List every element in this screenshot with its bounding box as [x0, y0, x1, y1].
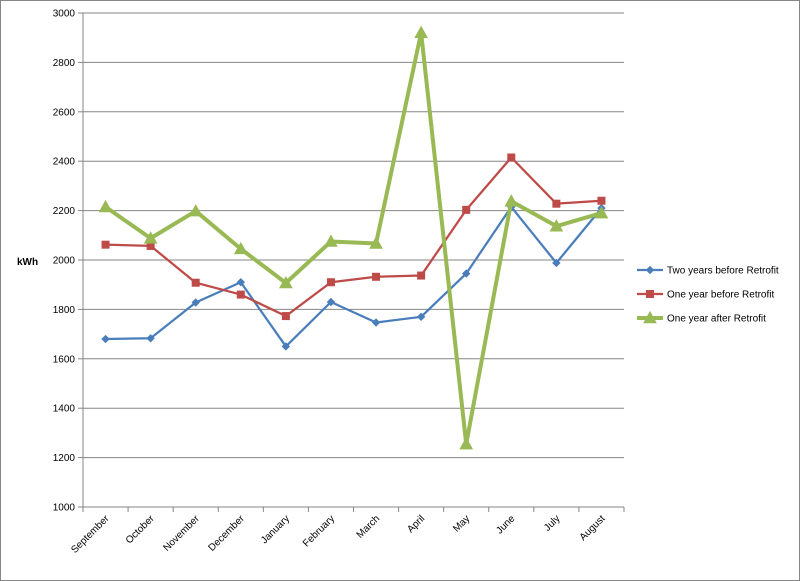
legend: Two years before Retrofit One year before…: [637, 266, 779, 325]
data-point: [372, 272, 381, 281]
y-tick-label: 2200: [53, 206, 76, 217]
series-1: [101, 202, 606, 351]
data-point: [371, 318, 381, 327]
data-point: [326, 297, 336, 307]
data-point: [98, 199, 113, 213]
data-point: [281, 342, 291, 351]
x-tick-label: April: [405, 513, 427, 535]
legend-swatch-marker: [645, 265, 655, 275]
legend-entry: Two years before Retrofit: [637, 266, 779, 277]
legend-label: Two years before Retrofit: [667, 266, 779, 277]
y-tick-label: 1400: [53, 404, 76, 415]
y-tick-label: 1600: [53, 354, 76, 365]
y-tick-labels: 1000 1200 1400 1600 1800 2000 2200 2400 2600 2800…: [53, 9, 76, 514]
data-point: [101, 240, 110, 249]
data-point: [146, 334, 155, 343]
data-point: [416, 312, 426, 322]
data-point: [504, 194, 519, 207]
data-point: [143, 231, 158, 244]
axes: [82, 13, 625, 512]
data-point: [417, 271, 426, 280]
x-tick-label: July: [542, 513, 562, 533]
data-point: [459, 436, 474, 450]
y-tick-label: 3000: [53, 9, 76, 20]
x-tick-label: September: [69, 513, 112, 556]
x-tick-label: June: [494, 513, 517, 536]
legend-label: One year before Retrofit: [667, 290, 774, 301]
legend-swatch-marker: [646, 290, 654, 298]
series-line: [104, 30, 603, 447]
data-point: [549, 219, 564, 232]
data-point: [462, 205, 471, 214]
data-point: [281, 312, 290, 321]
x-tick-label: January: [259, 513, 292, 546]
y-tick-label: 2400: [53, 157, 76, 168]
data-point: [462, 269, 471, 278]
series-3: [98, 25, 609, 450]
y-tick-label: 2600: [53, 107, 76, 118]
series-line: [105, 205, 603, 348]
data-point: [191, 298, 200, 307]
legend-label: One year after Retrofit: [667, 314, 766, 325]
data-point: [369, 236, 383, 249]
x-tick-label: February: [301, 513, 337, 549]
data-point: [552, 258, 561, 268]
data-point: [236, 278, 245, 287]
y-tick-label: 1200: [53, 453, 76, 464]
data-point: [597, 196, 606, 205]
data-point: [326, 278, 335, 287]
x-tick-label: November: [161, 513, 202, 554]
legend-swatch-marker: [643, 310, 657, 324]
y-tick-label: 1000: [53, 503, 76, 514]
legend-entry: One year after Retrofit: [637, 310, 766, 325]
data-point: [324, 234, 338, 247]
series-layer: [98, 25, 609, 450]
data-point: [233, 241, 248, 255]
x-tick-label: August: [578, 513, 608, 543]
data-point: [191, 278, 200, 287]
y-axis-title: kWh: [17, 257, 38, 268]
y-tick-label: 2000: [53, 256, 76, 267]
series-2: [101, 153, 606, 321]
data-point: [236, 290, 245, 299]
x-tick-label: December: [207, 513, 248, 554]
gridlines: [78, 12, 624, 508]
x-tick-label: May: [451, 513, 472, 534]
data-point: [188, 204, 203, 217]
data-point: [552, 199, 561, 208]
data-point: [507, 153, 516, 162]
data-point: [101, 334, 110, 344]
x-tick-label: October: [124, 513, 157, 546]
y-tick-label: 1800: [53, 305, 76, 316]
data-point: [414, 25, 428, 39]
data-point: [594, 206, 609, 219]
series-line: [105, 156, 602, 318]
x-tick-labels: September October November December January F…: [69, 513, 607, 556]
data-point: [279, 275, 293, 289]
legend-entry: One year before Retrofit: [637, 290, 774, 301]
y-tick-label: 2800: [53, 58, 76, 69]
x-tick-label: March: [355, 513, 382, 540]
